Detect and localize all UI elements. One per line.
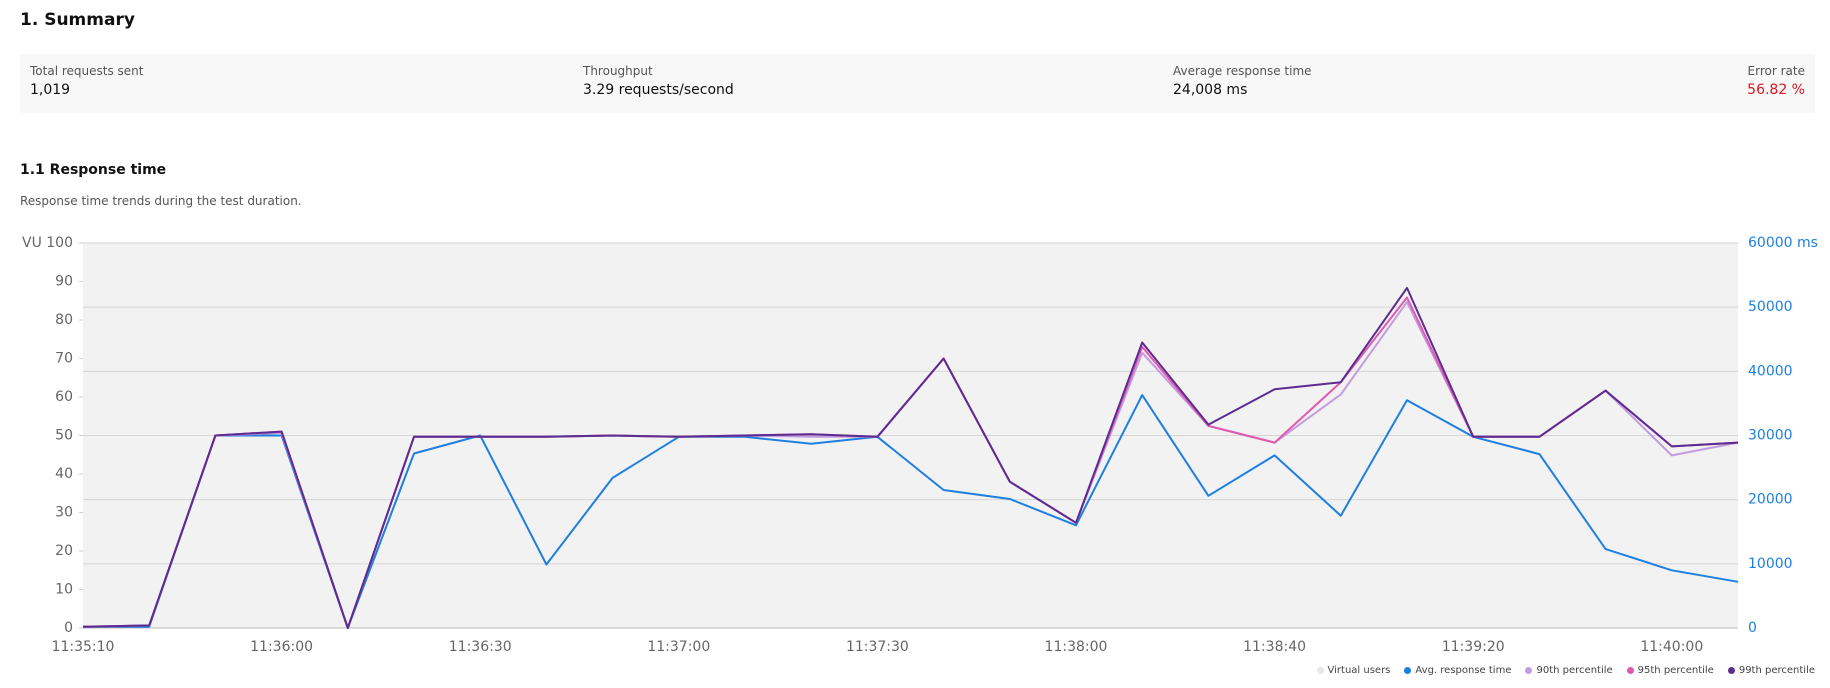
stat-label: Average response time: [1173, 64, 1312, 78]
legend-item[interactable]: 90th percentile: [1525, 665, 1613, 676]
stat-value: 56.82 %: [1747, 82, 1805, 98]
y-tick-label: 80: [55, 312, 73, 328]
y-tick-label: 50: [55, 428, 73, 444]
x-tick-label: 11:36:00: [250, 639, 313, 655]
legend-item[interactable]: 99th percentile: [1727, 665, 1815, 676]
legend-swatch: [1525, 666, 1533, 674]
legend-swatch: [1626, 666, 1634, 674]
y-tick-label: 60: [55, 389, 73, 405]
y2-tick-label: 20000: [1748, 492, 1793, 508]
y-tick-label: 90: [55, 274, 73, 290]
y2-tick-label: 10000: [1748, 556, 1793, 572]
section-description: Response time trends during the test dur…: [20, 194, 302, 208]
legend-label: 99th percentile: [1738, 665, 1815, 676]
y-tick-label: 40: [55, 466, 73, 482]
y-tick-label: 20: [55, 543, 73, 559]
chart: 0 10000 20000 30000 40000 50000 60000 ms 0 10 20 3…: [22, 235, 1818, 655]
series-line: [82, 286, 1739, 629]
legend-swatch: [1404, 666, 1412, 674]
legend-item[interactable]: Virtual users: [1316, 665, 1391, 676]
stat: Total requests sent 1,019: [30, 64, 143, 98]
stat-label: Throughput: [583, 64, 653, 78]
y2-tick-label: 30000: [1748, 428, 1793, 444]
legend-swatch: [1727, 666, 1735, 674]
stat-value: 24,008 ms: [1173, 82, 1248, 98]
x-tick-label: 11:37:00: [647, 639, 710, 655]
y-tick-label: 70: [55, 351, 73, 367]
y2-tick-label: 60000 ms: [1748, 235, 1818, 251]
stat-value: 3.29 requests/second: [583, 82, 734, 98]
x-tick-label: 11:40:00: [1640, 639, 1703, 655]
x-tick-label: 11:35:10: [52, 639, 115, 655]
x-tick-label: 11:38:40: [1243, 639, 1306, 655]
y2-tick-label: 50000: [1748, 299, 1793, 315]
y-tick-label: VU 100: [22, 235, 73, 251]
y2-tick-label: 40000: [1748, 363, 1793, 379]
y-tick-label: 10: [55, 582, 73, 598]
x-tick-label: 11:38:00: [1045, 639, 1108, 655]
x-tick-label: 11:36:30: [449, 639, 512, 655]
stat-value: 1,019: [30, 82, 71, 98]
legend-swatch: [1316, 666, 1324, 674]
y-tick-label: 0: [64, 620, 73, 636]
legend-item[interactable]: Avg. response time: [1404, 665, 1511, 676]
section-title: 1.1 Response time: [20, 162, 167, 178]
stat: Throughput 3.29 requests/second: [583, 64, 734, 98]
stat-label: Error rate: [1747, 64, 1805, 78]
y-tick-label: 30: [55, 505, 73, 521]
legend: Virtual users Avg. response time 90th perc…: [1316, 665, 1815, 676]
legend-label: 95th percentile: [1637, 665, 1714, 676]
y2-tick-label: 0: [1748, 620, 1757, 636]
x-tick-label: 11:39:20: [1442, 639, 1505, 655]
legend-label: 90th percentile: [1536, 665, 1613, 676]
stats-panel: Total requests sent 1,019 Throughput 3.29 …: [20, 54, 1815, 113]
legend-label: Avg. response time: [1415, 665, 1512, 676]
stat: Error rate 56.82 %: [1747, 64, 1805, 98]
x-tick-label: 11:37:30: [846, 639, 909, 655]
stat: Average response time 24,008 ms: [1173, 64, 1312, 98]
summary-title: 1. Summary: [20, 10, 135, 30]
legend-label: Virtual users: [1327, 665, 1391, 676]
legend-item[interactable]: 95th percentile: [1626, 665, 1714, 676]
stat-label: Total requests sent: [30, 64, 144, 78]
